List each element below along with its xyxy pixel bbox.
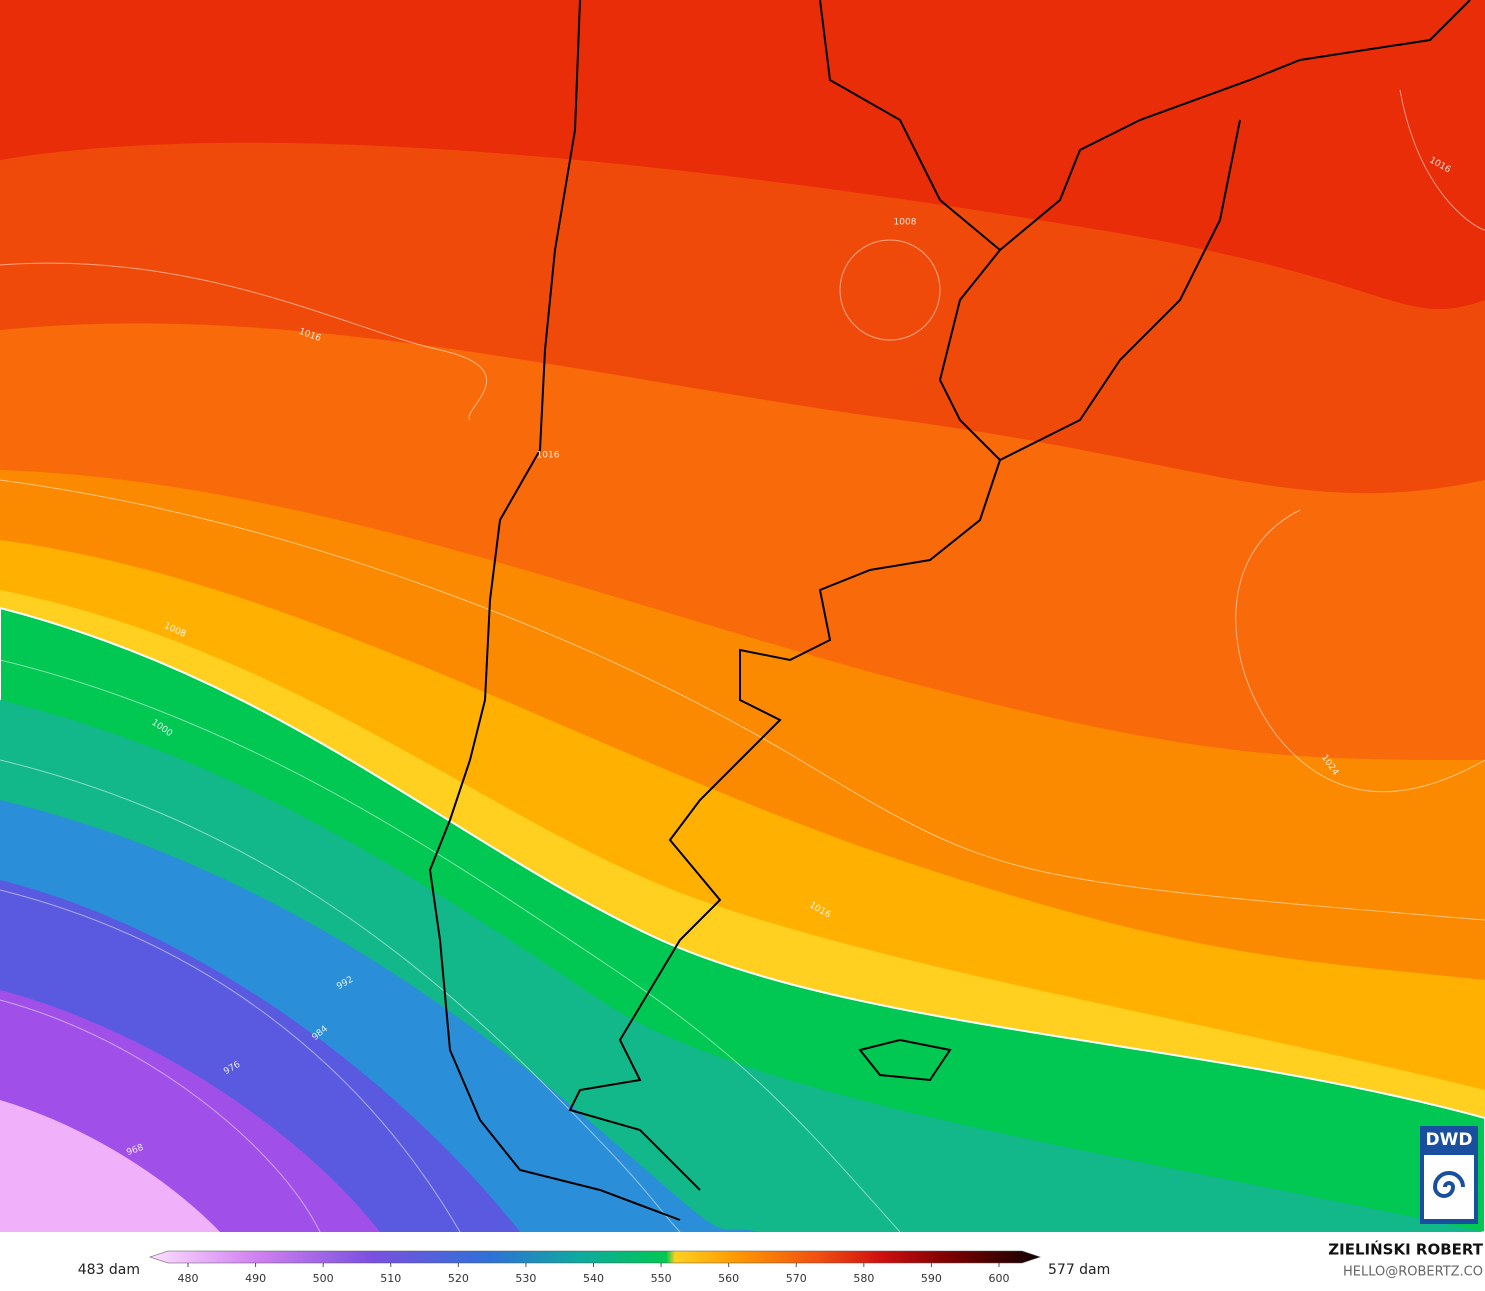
contour-label: 1016 [537,451,560,461]
colorbar: 480 490 500 510 520 530 540 550 560 570 580 590 600 … [78,1250,1110,1285]
colorbar-tick-label: 500 [313,1272,334,1285]
colorbar-tick-label: 530 [515,1272,536,1285]
logo-text: DWD [1426,1130,1473,1150]
colorbar-max: 577 dam [1048,1262,1110,1278]
colorbar-tick-label: 580 [853,1272,874,1285]
isobars [0,89,1485,1233]
colorbar-tick-label: 590 [921,1272,942,1285]
credit-name: ZIELIŃSKI ROBERT [1328,1240,1483,1259]
colorbar-tick-label: 540 [583,1272,604,1285]
colorbar-tick-label: 560 [718,1272,739,1285]
contour-label: 1008 [894,218,917,228]
colorbar-tick-label: 570 [786,1272,807,1285]
colorbar-tick-label: 510 [380,1272,401,1285]
field [0,0,1485,1233]
colorbar-min: 483 dam [78,1262,140,1278]
credit-email: HELLO@ROBERTZ.CO [1343,1265,1483,1280]
colorbar-tick-label: 550 [651,1272,672,1285]
colorbar-tick-label: 520 [448,1272,469,1285]
colorbar-tick-label: 490 [245,1272,266,1285]
colorbar-tick-label: 600 [989,1272,1010,1285]
coastline [428,0,1471,1221]
colorbar-tick-label: 480 [178,1272,199,1285]
dwd-logo: DWD [1420,1126,1478,1224]
